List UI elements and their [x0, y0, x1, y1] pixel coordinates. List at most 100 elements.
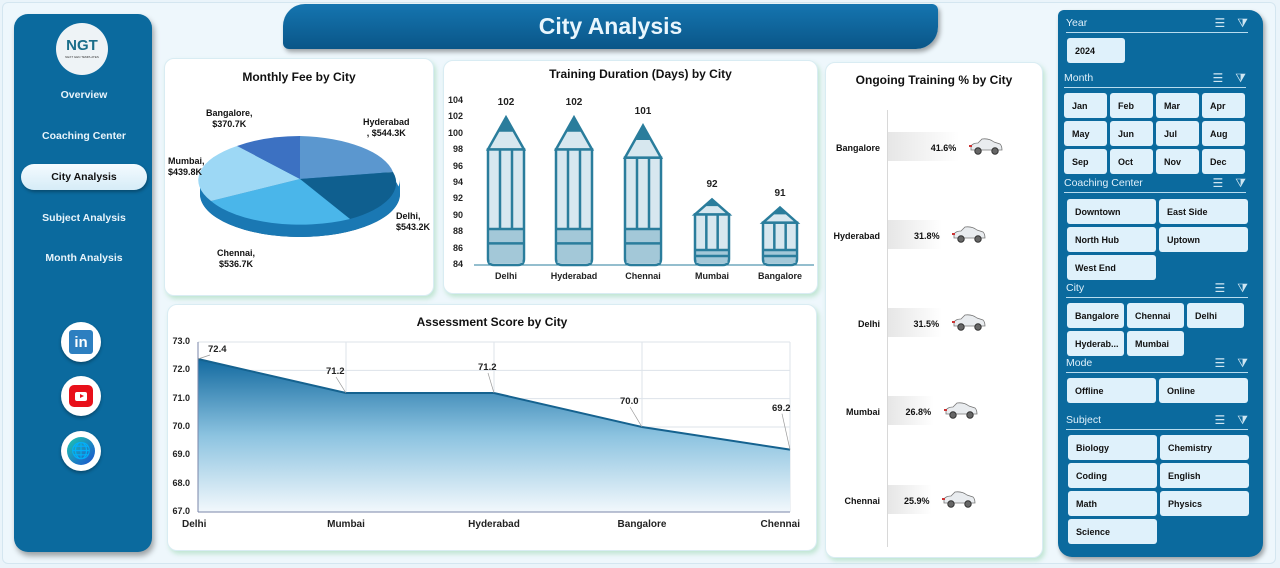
slicer-month-option[interactable]: Oct [1110, 149, 1153, 174]
category-label: Bangalore [835, 143, 880, 153]
slicer-city-option[interactable]: Mumbai [1127, 331, 1184, 356]
slicer-city-header: City ☰ ⧩ [1066, 278, 1248, 298]
slicer-mode-option[interactable]: Online [1159, 378, 1248, 403]
y-tick-label: 92 [452, 193, 463, 204]
slicer-mode-option[interactable]: Offline [1067, 378, 1156, 403]
slicer-center-icons: ☰ ⧩ [1213, 176, 1246, 191]
multi-select-icon[interactable]: ☰ [1214, 16, 1226, 30]
multi-select-icon[interactable]: ☰ [1214, 413, 1226, 427]
car-icon [952, 225, 986, 243]
slicer-month-option[interactable]: Apr [1202, 93, 1245, 118]
logo: NGT NEXT GEN TEMPLATES [56, 23, 108, 75]
nav-overview[interactable]: Overview [60, 89, 108, 101]
clear-filter-icon[interactable]: ⧩ [1237, 281, 1248, 295]
slicer-subject-option[interactable]: Math [1068, 491, 1157, 516]
multi-select-icon[interactable]: ☰ [1212, 176, 1224, 190]
slicer-year-header: Year ☰ ⧩ [1066, 13, 1248, 33]
x-tick-label: Chennai [625, 271, 661, 281]
slicer-center-option[interactable]: North Hub [1067, 227, 1156, 252]
clear-filter-icon[interactable]: ⧩ [1237, 413, 1248, 427]
clear-filter-icon[interactable]: ⧩ [1235, 176, 1246, 190]
slicer-month-option[interactable]: Feb [1110, 93, 1153, 118]
slicer-subject-option[interactable]: Biology [1068, 435, 1157, 460]
y-tick-label: 71.0 [172, 392, 190, 403]
x-tick-label: Chennai [760, 519, 800, 530]
slicer-month-option[interactable]: Aug [1202, 121, 1245, 146]
slicer-month-icons: ☰ ⧩ [1213, 71, 1246, 86]
youtube-icon [69, 385, 93, 407]
linkedin-icon: in [69, 330, 93, 354]
data-label: 102 [497, 97, 515, 109]
slicer-city-option[interactable]: Chennai [1127, 303, 1184, 328]
data-label: 70.0 [620, 396, 639, 407]
axis-line [887, 110, 888, 547]
nav-subject-analysis[interactable]: Subject Analysis [42, 212, 126, 224]
slicer-center-option[interactable]: Uptown [1159, 227, 1248, 252]
y-tick-label: 90 [452, 209, 463, 220]
y-tick-label: 96 [452, 160, 463, 171]
data-label: 71.2 [478, 362, 497, 373]
slicer-subject-option[interactable]: Chemistry [1160, 435, 1249, 460]
slicer-center-option[interactable]: Downtown [1067, 199, 1156, 224]
slicer-month-option[interactable]: Sep [1064, 149, 1107, 174]
linkedin-button[interactable]: in [61, 322, 101, 362]
clear-filter-icon[interactable]: ⧩ [1235, 71, 1246, 85]
website-button[interactable]: 🌐 [61, 431, 101, 471]
chart-title: Assessment Score by City [416, 315, 568, 329]
nav-coaching-center[interactable]: Coaching Center [41, 130, 126, 142]
y-tick-label: 73.0 [172, 336, 190, 346]
y-tick-label: 70.0 [172, 421, 190, 431]
multi-select-icon[interactable]: ☰ [1214, 356, 1226, 370]
x-tick-label: Mumbai [694, 271, 729, 281]
multi-select-icon[interactable]: ☰ [1214, 281, 1226, 295]
data-label: 101 [634, 105, 652, 117]
slicer-month-option[interactable]: Nov [1156, 149, 1199, 174]
category-label: Delhi [857, 319, 880, 329]
nav-month-analysis[interactable]: Month Analysis [45, 252, 123, 264]
slicer-month-option[interactable]: Jan [1064, 93, 1107, 118]
slicer-city-option[interactable]: Hyderab... [1067, 331, 1124, 356]
slicer-month-option[interactable]: Dec [1202, 149, 1245, 174]
slicer-center-header: Coaching Center ☰ ⧩ [1064, 173, 1246, 193]
slicer-city-option[interactable]: Delhi [1187, 303, 1244, 328]
clear-filter-icon[interactable]: ⧩ [1237, 16, 1248, 30]
training-duration-card: Training Duration (Days) by City 84 86 88 9… [443, 60, 818, 294]
slicer-year-icons: ☰ ⧩ [1215, 16, 1248, 31]
slicer-subject-option[interactable]: Science [1068, 519, 1157, 544]
y-tick-label: 98 [452, 144, 463, 155]
slicer-year-label: Year [1066, 16, 1088, 29]
slicer-city-icons: ☰ ⧩ [1215, 281, 1248, 296]
clear-filter-icon[interactable]: ⧩ [1237, 356, 1248, 370]
bar [888, 396, 934, 425]
slicer-center-label: Coaching Center [1064, 176, 1143, 189]
slicer-subject-option[interactable]: Coding [1068, 463, 1157, 488]
data-label: 92 [706, 179, 718, 191]
value-label: 31.8% [914, 231, 940, 241]
slicer-month-option[interactable]: Jul [1156, 121, 1199, 146]
x-tick-label: Hyderabad [468, 519, 520, 530]
ongoing-training-card: Ongoing Training % by City Bangalore 41.6… [825, 62, 1043, 558]
slicer-city-option[interactable]: Bangalore [1067, 303, 1124, 328]
data-label: 72.4 [208, 344, 227, 355]
value-label: 31.5% [913, 319, 940, 329]
slicer-center-option[interactable]: West End [1067, 255, 1156, 280]
chart-title: Ongoing Training % by City [855, 73, 1013, 87]
slicer-month-option[interactable]: Jun [1110, 121, 1153, 146]
slicer-subject-option[interactable]: English [1160, 463, 1249, 488]
x-tick-label: Bangalore [757, 271, 802, 281]
x-tick-label: Mumbai [327, 519, 365, 530]
y-tick-label: 102 [447, 111, 463, 122]
car-icon [968, 137, 1003, 155]
youtube-button[interactable] [61, 376, 101, 416]
x-tick-label: Delhi [494, 271, 517, 281]
y-tick-label: 94 [452, 177, 463, 187]
nav-city-analysis[interactable]: City Analysis [21, 164, 147, 190]
bar [888, 485, 933, 514]
slicer-month-option[interactable]: Mar [1156, 93, 1199, 118]
slicer-year-option[interactable]: 2024 [1067, 38, 1125, 63]
slicer-subject-option[interactable]: Physics [1160, 491, 1249, 516]
multi-select-icon[interactable]: ☰ [1212, 71, 1224, 85]
slicer-month-option[interactable]: May [1064, 121, 1107, 146]
slicer-center-option[interactable]: East Side [1159, 199, 1248, 224]
car-icon [942, 490, 976, 508]
